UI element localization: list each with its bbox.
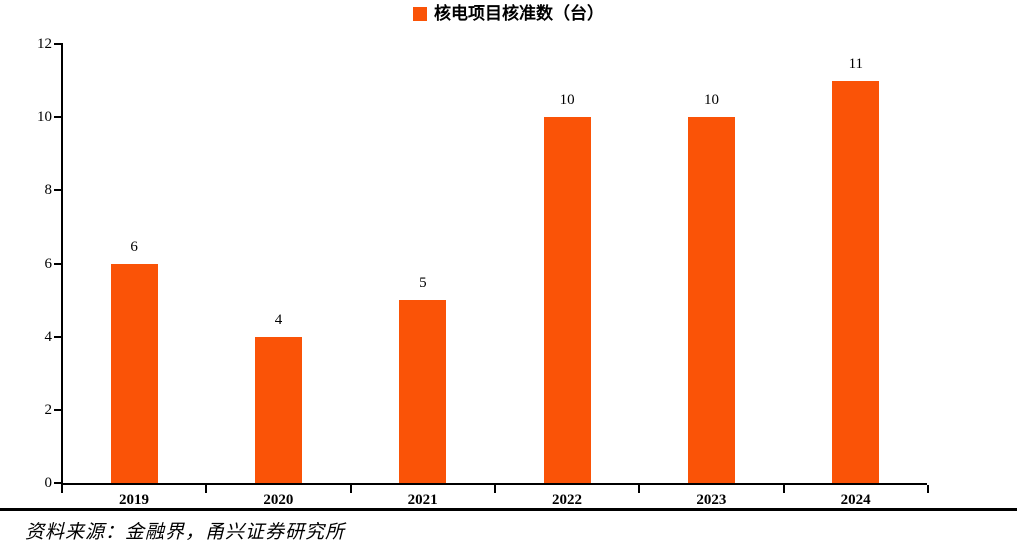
- chart-legend: 核电项目核准数（台）: [0, 5, 1017, 22]
- y-tick-label: 8: [44, 182, 53, 199]
- x-tick-mark: [782, 485, 785, 493]
- x-tick-mark: [61, 485, 63, 493]
- legend-label: 核电项目核准数（台）: [434, 4, 604, 23]
- y-tick-mark: [54, 262, 62, 265]
- bar-value-label: 5: [419, 275, 427, 292]
- bar-value-label: 4: [274, 311, 283, 328]
- bar-value-label: 10: [559, 92, 575, 109]
- bar-value-label: 10: [704, 92, 719, 109]
- bar-2019: [110, 263, 158, 483]
- y-tick-label: 2: [44, 401, 53, 418]
- y-tick-label: 4: [44, 328, 53, 345]
- y-tick-label: 10: [37, 109, 52, 126]
- y-tick-mark: [54, 43, 62, 45]
- source-note: 资料来源：金融界，甬兴证券研究所: [25, 522, 346, 543]
- x-tick-mark: [638, 485, 641, 493]
- bar-value-label: 6: [130, 238, 138, 255]
- x-tick-mark: [349, 485, 352, 493]
- y-tick-mark: [54, 408, 62, 411]
- x-category-label: 2023: [696, 492, 727, 508]
- y-tick-mark: [54, 335, 62, 338]
- x-axis-line: [61, 483, 927, 485]
- x-category-label: 2024: [840, 492, 871, 508]
- legend-swatch-icon: [413, 6, 427, 21]
- bar-2023: [688, 117, 735, 483]
- x-category-label: 2021: [407, 492, 438, 508]
- source-divider: [0, 508, 1017, 511]
- bar-2021: [399, 300, 447, 483]
- x-tick-mark: [205, 485, 208, 493]
- y-tick-label: 12: [37, 36, 52, 52]
- y-tick-mark: [54, 189, 62, 192]
- x-tick-mark: [927, 485, 929, 493]
- y-tick-label: 0: [44, 475, 53, 491]
- x-category-label: 2022: [552, 492, 582, 508]
- x-category-label: 2020: [263, 492, 294, 508]
- y-tick-label: 6: [44, 255, 53, 272]
- x-tick-mark: [494, 485, 496, 493]
- bar-2024: [832, 80, 880, 483]
- bar-value-label: 11: [848, 55, 864, 72]
- bar-2022: [543, 117, 591, 483]
- y-tick-mark: [54, 482, 62, 484]
- x-category-label: 2019: [119, 492, 149, 508]
- bar-2020: [255, 336, 302, 483]
- y-axis-line: [61, 43, 63, 485]
- y-tick-mark: [54, 116, 62, 119]
